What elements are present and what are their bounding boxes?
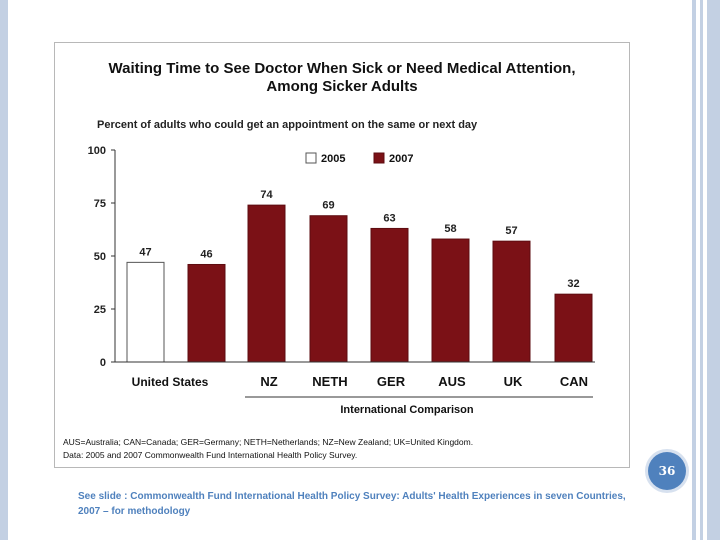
bar-2 [247,204,286,363]
category-label-5: UK [504,374,523,389]
bar-6 [492,240,531,363]
footnote-abbreviations: AUS=Australia; CAN=Canada; GER=Germany; … [63,437,474,447]
bar-value-label-5: 58 [444,223,456,235]
methodology-note: See slide : Commonwealth Fund Internatio… [78,491,626,517]
category-label-0: United States [132,375,209,389]
bar-7 [554,293,593,363]
category-label-4: AUS [438,374,466,389]
bar-4 [370,227,409,363]
y-tick-label-4: 100 [88,145,106,157]
group-label: International Comparison [340,404,474,416]
bar-value-label-0: 47 [139,246,151,258]
category-label-6: CAN [560,374,588,389]
footnote-data-source: Data: 2005 and 2007 Commonwealth Fund In… [63,450,358,460]
chart-title-line2: Among Sicker Adults [266,78,418,95]
bar-3 [309,215,348,363]
chart-frame: Waiting Time to See Doctor When Sick or … [54,42,630,468]
bar-0 [126,261,165,363]
legend-label-1: 2007 [389,153,413,165]
page-number-badge: 36 [648,452,686,490]
bar-5 [431,238,470,363]
y-tick-label-3: 75 [94,198,106,210]
bar-1 [187,263,226,363]
chart-title-line1: Waiting Time to See Doctor When Sick or … [108,60,576,77]
y-tick-label-1: 25 [94,304,106,316]
right-decor-rail-3 [707,0,720,540]
chart-title: Waiting Time to See Doctor When Sick or … [55,60,629,96]
legend-swatch-1 [373,152,385,164]
bar-value-label-7: 32 [567,278,579,290]
bar-value-label-6: 57 [505,225,517,237]
bar-value-label-1: 46 [200,248,212,260]
category-label-3: GER [377,374,406,389]
bar-value-label-3: 69 [322,200,334,212]
category-label-1: NZ [260,374,277,389]
y-tick-label-2: 50 [94,251,106,263]
bar-value-label-2: 74 [260,189,273,201]
legend-swatch-0 [305,152,317,164]
bar-value-label-4: 63 [383,212,395,224]
chart-subtitle: Percent of adults who could get an appoi… [97,119,478,131]
left-decor-rail [0,0,8,540]
category-label-2: NETH [312,374,347,389]
legend-label-0: 2005 [321,153,345,165]
right-decor-rail-1 [692,0,696,540]
right-decor-rail-2 [700,0,703,540]
y-tick-label-0: 0 [100,357,106,369]
bar-chart: 0 25 50 75 100 47 46 74 69 63 58 57 32 United States N… [88,145,595,416]
